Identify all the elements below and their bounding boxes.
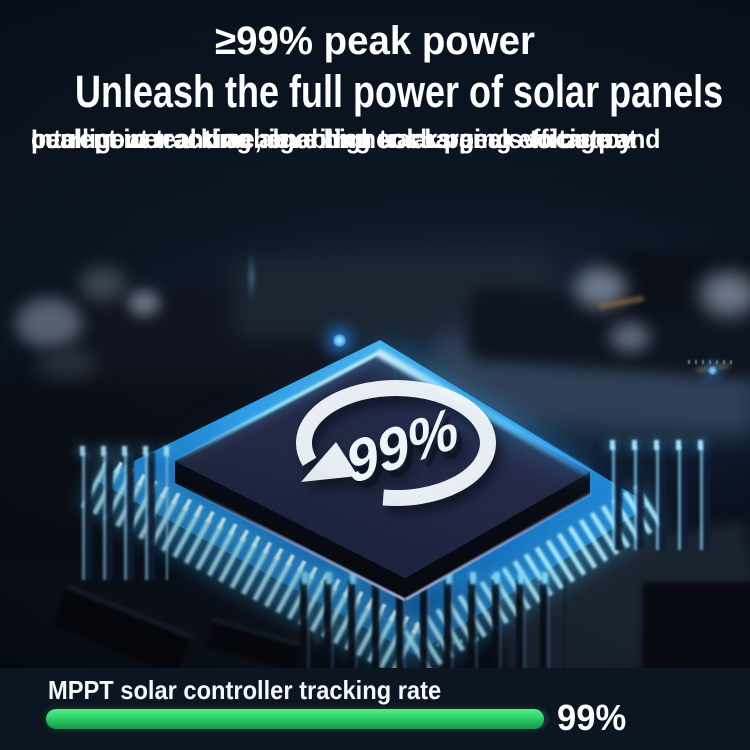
body-line-3: peak power and achieve higher charging e… bbox=[31, 124, 633, 154]
pin-caps-right bbox=[610, 440, 714, 450]
tracking-label: MPPT solar controller tracking rate bbox=[48, 675, 442, 705]
chip-badge: 99% 99% bbox=[295, 380, 496, 507]
bokeh-capacitor bbox=[80, 266, 126, 302]
bokeh-capacitor bbox=[16, 298, 82, 348]
pin-posts-bottom bbox=[300, 580, 565, 672]
bokeh-capacitor bbox=[610, 322, 650, 352]
progress-bar bbox=[46, 709, 549, 729]
silkscreen-marks bbox=[688, 360, 736, 364]
progress-fill bbox=[46, 709, 544, 729]
header-copy: ≥99% peak power Unleash the full power o… bbox=[0, 0, 750, 240]
light-streak bbox=[249, 252, 254, 302]
headline-top: ≥99% peak power bbox=[215, 19, 535, 63]
pin-posts-right bbox=[612, 446, 712, 550]
headline-main: Unleash the full power of solar panels bbox=[75, 66, 724, 117]
progress-value: 99% bbox=[557, 697, 627, 738]
glow-dot bbox=[333, 334, 346, 347]
tracking-panel: MPPT solar controller tracking rate 99% bbox=[0, 668, 750, 750]
pin-posts-left bbox=[82, 452, 168, 580]
glow-dot bbox=[708, 366, 717, 375]
bokeh-capacitor bbox=[700, 272, 750, 316]
pin-caps-left bbox=[80, 446, 170, 456]
bokeh-capacitor bbox=[128, 290, 160, 316]
dark-component-block bbox=[642, 582, 750, 682]
